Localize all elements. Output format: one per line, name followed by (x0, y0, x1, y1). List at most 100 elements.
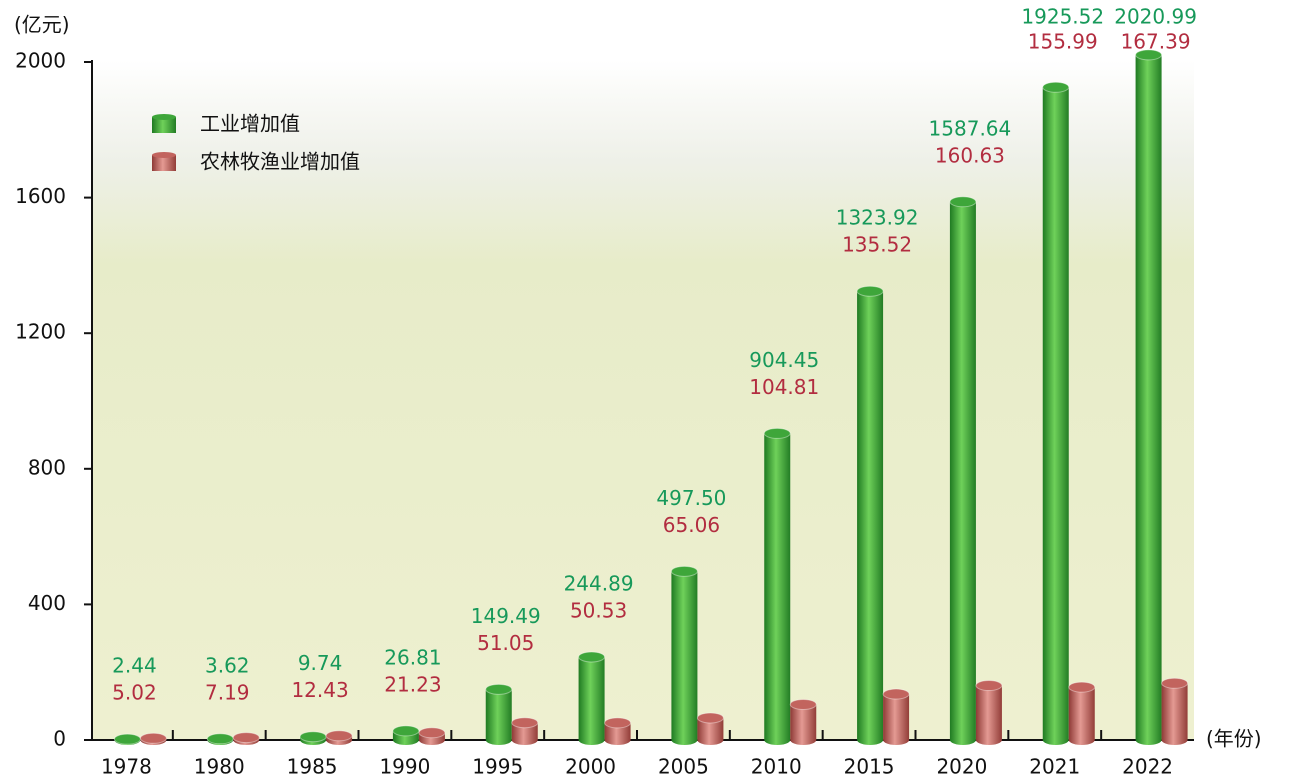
bar (300, 732, 326, 745)
bar (1069, 682, 1095, 745)
value-label: 12.43 (291, 678, 348, 702)
value-label: 51.05 (477, 631, 534, 655)
bar-base (1069, 735, 1095, 745)
value-label: 7.19 (205, 680, 250, 704)
bar (976, 681, 1002, 745)
bar-top (976, 681, 1002, 691)
bar-body (1136, 55, 1162, 740)
bar-body (950, 202, 976, 740)
bar-top (950, 197, 976, 207)
value-label: 244.89 (564, 571, 634, 595)
value-label: 904.45 (749, 348, 819, 372)
bar-base (764, 735, 790, 745)
value-label: 21.23 (384, 672, 441, 696)
bar-top (764, 428, 790, 438)
bar (671, 566, 697, 745)
bar-top (671, 566, 697, 576)
bar-base (1162, 735, 1188, 745)
bar (486, 684, 512, 745)
bar (790, 699, 816, 745)
bar-base (486, 735, 512, 745)
bar-body (579, 657, 605, 740)
bar-top (883, 689, 909, 699)
bar-body (883, 694, 909, 740)
value-label: 1587.64 (929, 116, 1012, 140)
value-label: 497.50 (656, 486, 726, 510)
bar (233, 733, 259, 745)
value-label: 1925.52 (1021, 5, 1104, 29)
x-axis-title: (年份) (1206, 727, 1262, 751)
value-label: 149.49 (471, 604, 541, 628)
bar (207, 734, 233, 745)
legend-label: 农林牧渔业增加值 (200, 150, 360, 174)
y-tick-label: 400 (28, 591, 66, 615)
x-tick-label: 2000 (565, 755, 616, 779)
value-label: 135.52 (842, 233, 912, 257)
bar (697, 713, 723, 745)
bar-base (857, 735, 883, 745)
bar-top (233, 733, 259, 743)
bar-body (1162, 683, 1188, 740)
bar (883, 689, 909, 745)
y-tick-label: 800 (28, 455, 66, 479)
bar-top (697, 713, 723, 723)
bar (1162, 678, 1188, 745)
bar (1043, 82, 1069, 745)
bar-base (1136, 735, 1162, 745)
bar-base (790, 735, 816, 745)
bar-body (764, 433, 790, 740)
bar-base (697, 735, 723, 745)
y-tick-label: 2000 (15, 49, 66, 73)
value-label: 5.02 (112, 681, 157, 705)
chart: (亿元) (年份) 0 400 800 1200 1600 2000 工业增加值农林牧渔业增… (0, 0, 1302, 781)
y-tick-label: 0 (53, 727, 66, 751)
bar-base (579, 735, 605, 745)
bar-base (393, 735, 419, 745)
y-tick-label: 1600 (15, 184, 66, 208)
value-label: 2020.99 (1114, 5, 1197, 29)
bar-top (207, 734, 233, 744)
y-axis-title: (亿元) (14, 13, 70, 37)
x-tick-label: 1985 (287, 755, 338, 779)
bar-top (579, 652, 605, 662)
bar-top (140, 733, 166, 743)
value-label: 50.53 (570, 598, 627, 622)
value-label: 155.99 (1028, 30, 1098, 54)
bar-base (671, 735, 697, 745)
bar-top (512, 718, 538, 728)
bar-top (1162, 678, 1188, 688)
x-tick-label: 2015 (844, 755, 895, 779)
x-tick-label: 2020 (936, 755, 987, 779)
bar-base (950, 735, 976, 745)
bar-top (790, 699, 816, 709)
bar (140, 733, 166, 745)
bar-top (114, 734, 140, 744)
bar-body (486, 689, 512, 740)
x-tick-label: 1980 (194, 755, 245, 779)
y-tick-label: 1200 (15, 320, 66, 344)
bar-body (976, 686, 1002, 740)
x-tick-label: 2010 (751, 755, 802, 779)
legend-swatch-top (152, 114, 176, 120)
bar (764, 428, 790, 745)
x-tick-label: 2005 (658, 755, 709, 779)
legend-label: 工业增加值 (200, 112, 300, 136)
bar-top (486, 684, 512, 694)
x-tick-label: 1978 (101, 755, 152, 779)
bar-base (976, 735, 1002, 745)
bar-top (300, 732, 326, 742)
bar-top (393, 726, 419, 736)
bar-top (605, 718, 631, 728)
bar-base (883, 735, 909, 745)
value-label: 9.74 (298, 651, 343, 675)
value-label: 65.06 (663, 513, 720, 537)
bar-base (605, 735, 631, 745)
bar (579, 652, 605, 745)
value-label: 2.44 (112, 654, 157, 678)
bar-top (857, 286, 883, 296)
value-label: 1323.92 (836, 206, 919, 230)
x-tick-label: 2021 (1029, 755, 1080, 779)
bar (512, 718, 538, 745)
bar-base (512, 735, 538, 745)
bar-body (1043, 87, 1069, 740)
